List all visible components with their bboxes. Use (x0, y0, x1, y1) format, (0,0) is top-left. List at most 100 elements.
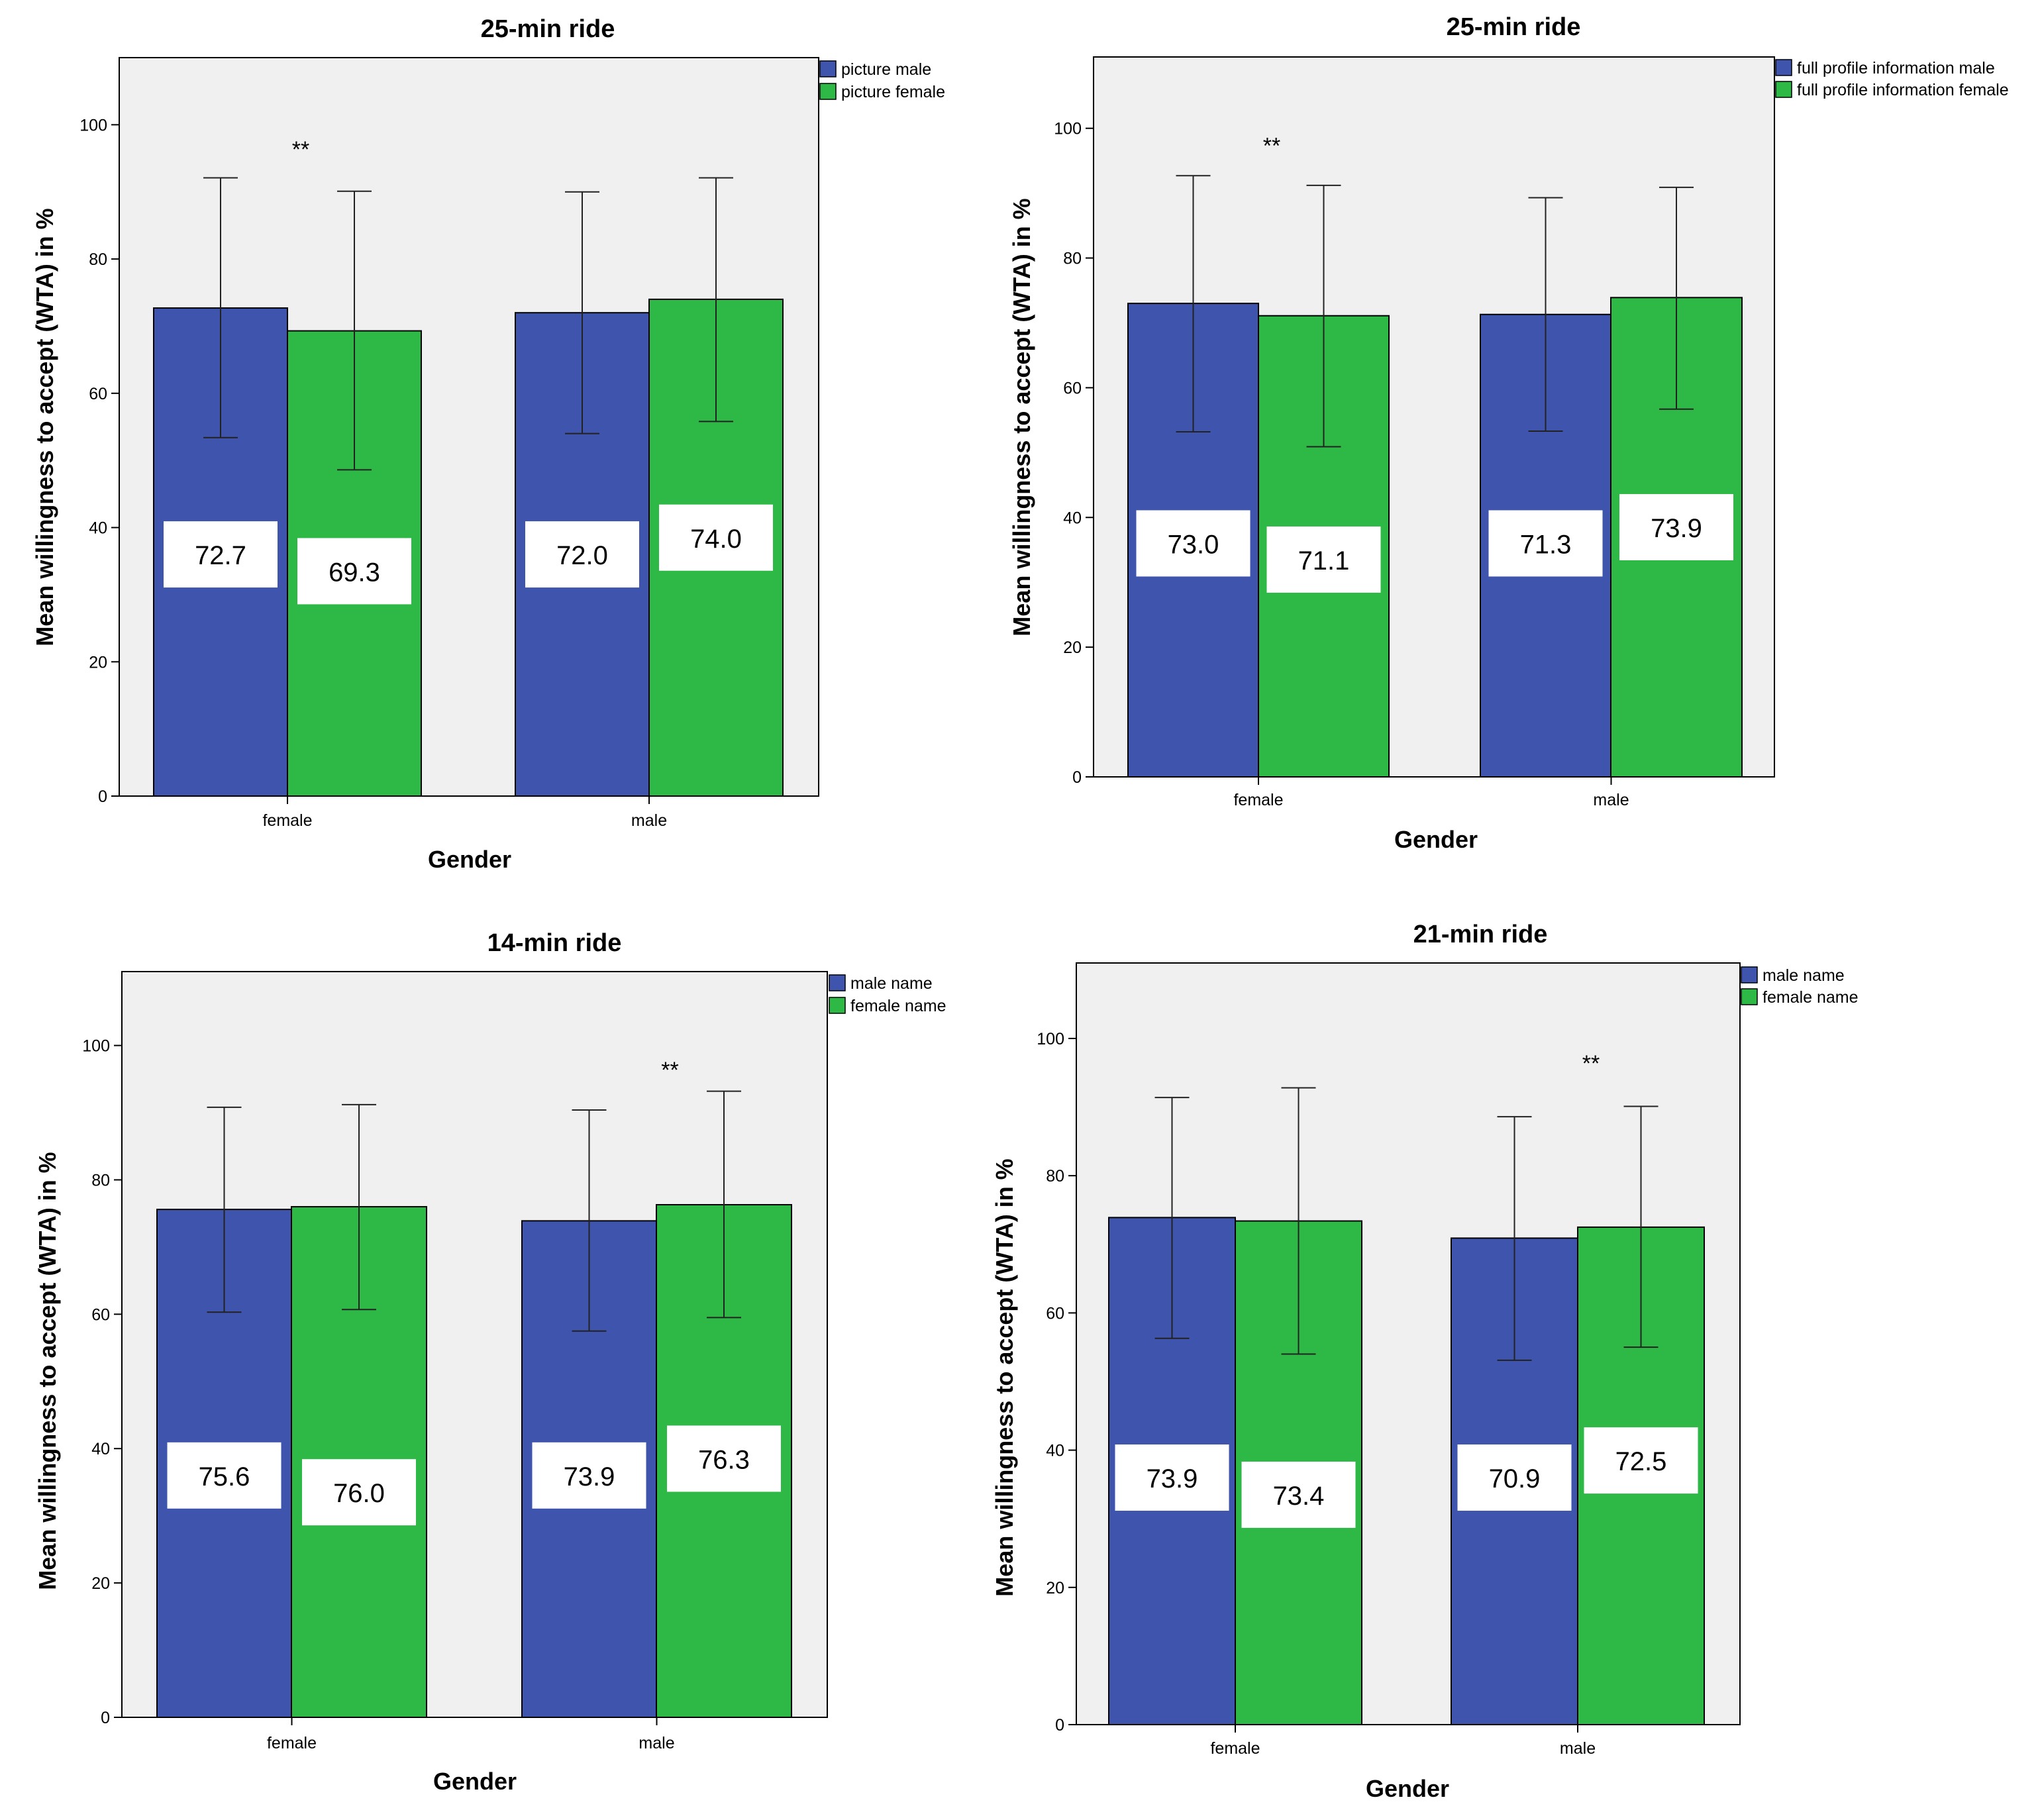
x-axis-label: Gender (433, 1768, 517, 1795)
chart-panel-2: 25-min ride 0 20 40 60 80 100 Mean willingness … (1008, 13, 2009, 853)
chart-panel-1: 25-min ride 0 20 40 60 80 100 Mean willingness … (31, 15, 945, 873)
legend-label: male name (850, 974, 933, 993)
y-tick-label: 60 (1046, 1304, 1064, 1323)
legend-label: female name (850, 997, 946, 1015)
chart-title: 25-min ride (1447, 13, 1581, 41)
y-axis-label: Mean willingness to accept (WTA) in % (1008, 198, 1035, 636)
value-label: 73.9 (1651, 514, 1702, 543)
y-tick-label: 40 (89, 519, 107, 538)
y-tick-label: 40 (91, 1440, 110, 1458)
legend-swatch (829, 974, 846, 991)
legend: male name female name (829, 974, 946, 1015)
y-axis-label: Mean willingness to accept (WTA) in % (991, 1158, 1018, 1596)
y-tick-label: 20 (89, 653, 107, 672)
y-tick-label: 20 (91, 1574, 110, 1593)
x-tick-label: male (631, 811, 667, 830)
legend-label: female name (1763, 988, 1859, 1007)
value-label-box (1115, 1444, 1229, 1511)
chart-panel-3: 14-min ride 0 20 40 60 80 100 Mean willingness … (34, 929, 946, 1795)
value-label-box (1488, 510, 1603, 577)
value-label-box (525, 521, 639, 588)
value-label: 76.0 (333, 1479, 385, 1508)
value-label: 72.0 (556, 541, 608, 570)
value-label-box (659, 504, 773, 571)
x-tick-label: male (639, 1734, 674, 1752)
value-label-box (1136, 510, 1251, 577)
value-label: 72.5 (1615, 1447, 1667, 1476)
value-label-box (667, 1425, 781, 1492)
legend-label: picture female (841, 83, 945, 101)
legend-swatch (819, 60, 837, 77)
y-axis-label: Mean willingness to accept (WTA) in % (34, 1152, 61, 1590)
y-tick-label: 0 (1055, 1716, 1064, 1735)
significance-annotation: ** (292, 137, 309, 162)
y-tick-label: 40 (1046, 1442, 1064, 1460)
value-label: 76.3 (698, 1445, 750, 1474)
value-label: 75.6 (199, 1462, 250, 1491)
y-tick-label: 0 (1072, 768, 1082, 787)
x-axis-label: Gender (1366, 1775, 1449, 1802)
value-label: 71.3 (1520, 530, 1572, 559)
value-label-box (164, 521, 278, 588)
value-label-box (1241, 1461, 1356, 1528)
x-tick-label: female (1233, 791, 1283, 809)
legend-swatch (1741, 966, 1758, 984)
chart-title: 25-min ride (481, 15, 615, 43)
x-tick-label: female (1210, 1739, 1260, 1758)
x-tick-label: male (1560, 1739, 1596, 1758)
value-label-box (302, 1459, 416, 1526)
x-tick-label: male (1593, 791, 1629, 809)
y-tick-label: 60 (1063, 379, 1082, 397)
legend-label: picture male (841, 60, 931, 79)
y-tick-label: 100 (82, 1037, 110, 1056)
y-tick-label: 40 (1063, 509, 1082, 527)
value-label-box (532, 1442, 646, 1509)
value-label: 74.0 (690, 525, 742, 554)
value-label: 73.9 (1147, 1464, 1198, 1493)
value-label-box (1619, 493, 1733, 560)
y-tick-label: 20 (1063, 638, 1082, 657)
x-axis-label: Gender (1394, 826, 1478, 853)
legend-swatch (1741, 988, 1758, 1005)
value-label-box (1457, 1444, 1572, 1511)
y-tick-label: 80 (89, 250, 107, 269)
value-label: 73.9 (564, 1462, 615, 1491)
y-tick-label: 80 (1063, 250, 1082, 268)
y-tick-label: 100 (1037, 1030, 1064, 1048)
significance-annotation: ** (1263, 133, 1280, 158)
value-label: 73.4 (1273, 1482, 1325, 1511)
legend: male name female name (1741, 966, 1859, 1007)
y-axis-label: Mean willingness to accept (WTA) in % (31, 208, 58, 646)
legend-swatch (819, 83, 837, 100)
value-label: 73.0 (1168, 530, 1219, 559)
x-tick-label: female (267, 1734, 317, 1752)
y-tick-label: 60 (91, 1305, 110, 1324)
chart-panel-4: 21-min ride 0 20 40 60 80 100 Mean willingness … (991, 921, 1859, 1802)
y-tick-label: 100 (1054, 120, 1082, 138)
value-label: 70.9 (1489, 1464, 1541, 1493)
y-tick-label: 0 (98, 787, 107, 806)
legend: full profile information male full profil… (1775, 59, 2009, 99)
value-label: 72.7 (195, 541, 246, 570)
y-tick-label: 20 (1046, 1579, 1064, 1597)
y-tick-label: 80 (91, 1171, 110, 1189)
value-label-box (297, 538, 411, 605)
value-label-box (1266, 526, 1381, 593)
chart-title: 21-min ride (1413, 921, 1548, 948)
legend: picture male picture female (819, 60, 945, 101)
legend-label: male name (1763, 966, 1845, 985)
significance-annotation: ** (661, 1058, 678, 1083)
y-tick-label: 0 (101, 1709, 110, 1727)
value-label: 69.3 (329, 558, 380, 587)
legend-swatch (829, 997, 846, 1014)
x-axis-label: Gender (428, 846, 511, 873)
legend-label: full profile information female (1797, 81, 2009, 99)
value-label-box (167, 1442, 281, 1509)
y-tick-label: 80 (1046, 1167, 1064, 1186)
significance-annotation: ** (1582, 1051, 1600, 1076)
chart-title: 14-min ride (487, 929, 622, 957)
y-tick-label: 60 (89, 385, 107, 403)
legend-label: full profile information male (1797, 59, 1995, 77)
x-tick-label: female (262, 811, 312, 830)
